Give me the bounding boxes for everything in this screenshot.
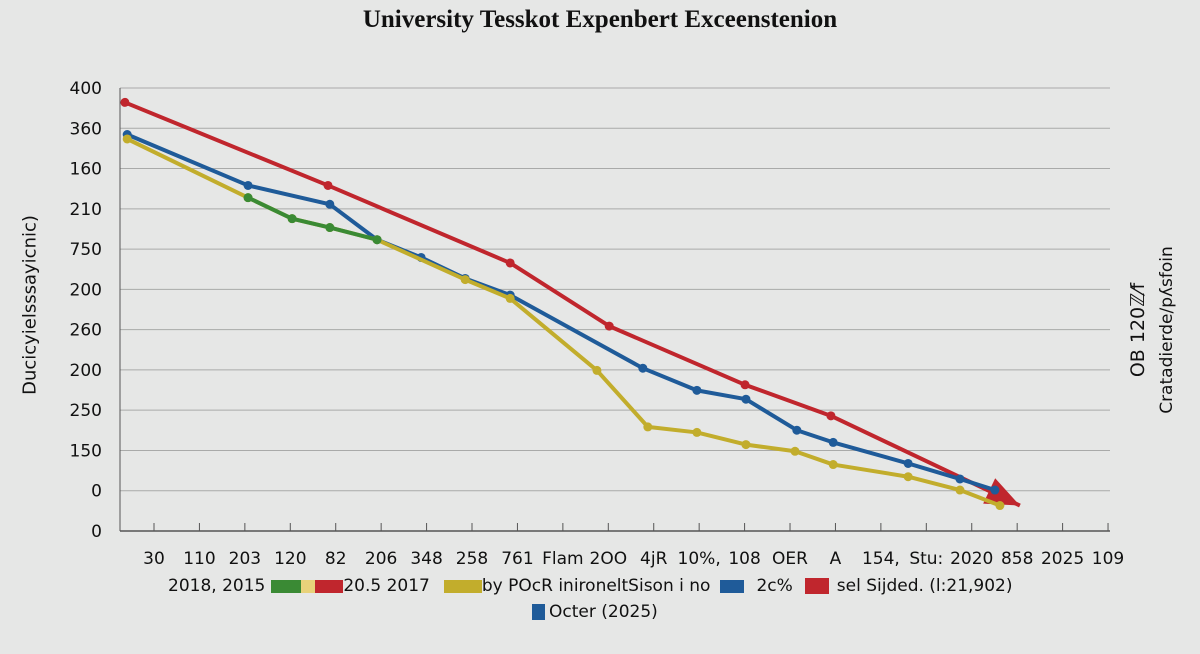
x-tick-label: 761 [501,549,533,569]
data-point [638,363,648,373]
data-point [243,193,253,203]
legend-text-6: Octer (2025) [549,602,658,622]
legend-text-4: 2c% [756,576,793,596]
x-tick-label: 10%, [678,549,721,569]
data-point [826,411,836,421]
data-point [740,380,750,390]
data-point [323,180,333,190]
data-point [828,437,838,447]
x-tick-label: 108 [728,549,760,569]
legend-swatch-blue [720,579,745,593]
arrowhead-icon [983,478,1020,506]
data-point [325,199,335,209]
y-tick-label: 250 [70,401,102,421]
x-tick-label: 2OO [590,549,628,569]
x-tick-label: 110 [183,549,215,569]
legend-swatch-blue-2 [532,604,545,620]
legend-swatch-lightyellow [301,579,316,593]
data-point [604,321,614,331]
y-tick-label: 360 [70,119,102,139]
x-tick-label: 30 [143,549,165,569]
data-point [122,134,132,144]
y-tick-label: 160 [70,160,102,180]
data-point [505,258,515,268]
series-line-1 [126,132,996,492]
series-line-3 [247,195,378,242]
data-point [692,385,702,395]
data-point [955,474,965,484]
x-tick-label: 2020 [950,549,993,569]
legend-text-2: 20.5 2017 [343,576,430,596]
series-line-0 [124,100,1021,508]
y-tick-label: 200 [70,280,102,300]
y-tick-label: 150 [70,441,102,461]
data-point [955,485,965,495]
y-tick-label: 0 [91,482,102,502]
data-point [372,235,382,245]
data-point [692,427,702,437]
data-point [903,472,913,482]
y-tick-label: 400 [70,79,102,99]
data-point [995,501,1005,511]
x-tick-label: 258 [456,549,488,569]
x-tick-label: 120 [274,549,306,569]
x-tick-label: 82 [325,549,347,569]
data-point [792,425,802,435]
data-point [741,440,751,450]
legend-swatch-red-2 [804,578,829,594]
data-point [741,394,751,404]
data-point [592,365,602,375]
data-point [460,275,470,285]
x-tick-label: 203 [229,549,261,569]
y-tick-label: 200 [70,361,102,381]
legend-row-2: Octer (2025) [532,602,658,622]
x-tick-label: Stu: [909,549,943,569]
x-tick-label: A [830,549,842,569]
y-tick-label: 750 [70,240,102,260]
data-point [287,214,297,224]
x-tick-label: Flam [542,549,583,569]
legend-row-1: 2018, 2015 20.5 2017 by POcR inironeltSi… [168,576,1013,596]
data-point [828,460,838,470]
x-tick-label: 2025 [1041,549,1084,569]
legend-swatch-red [315,579,344,593]
x-tick-label: 154, [862,549,900,569]
y-tick-label: 260 [70,321,102,341]
chart-title: University Tesskot Expenbert Exceensteni… [362,6,838,33]
data-point [903,458,913,468]
data-point [643,422,653,432]
data-point [790,446,800,456]
x-tick-label: 348 [410,549,442,569]
data-point [120,97,130,107]
x-tick-label: OER [772,549,808,569]
data-point [243,180,253,190]
y-tick-label: 210 [70,200,102,220]
x-tick-label: 109 [1092,549,1124,569]
data-point [990,485,1000,495]
x-tick-label: 858 [1001,549,1033,569]
x-tick-label: 206 [365,549,397,569]
legend-swatch-green [271,579,302,593]
legend-swatch-yellow [443,579,482,593]
y-tick-label: 0 [91,522,102,542]
legend-text-3: by POcR inironeltSison i no [481,576,711,596]
legend-text-5: sel Sijded. (l:21,902) [836,576,1013,596]
legend-text-1: 2018, 2015 [168,576,266,596]
data-point [505,293,515,303]
data-point [325,223,335,233]
x-tick-label: 4jR [640,549,668,569]
